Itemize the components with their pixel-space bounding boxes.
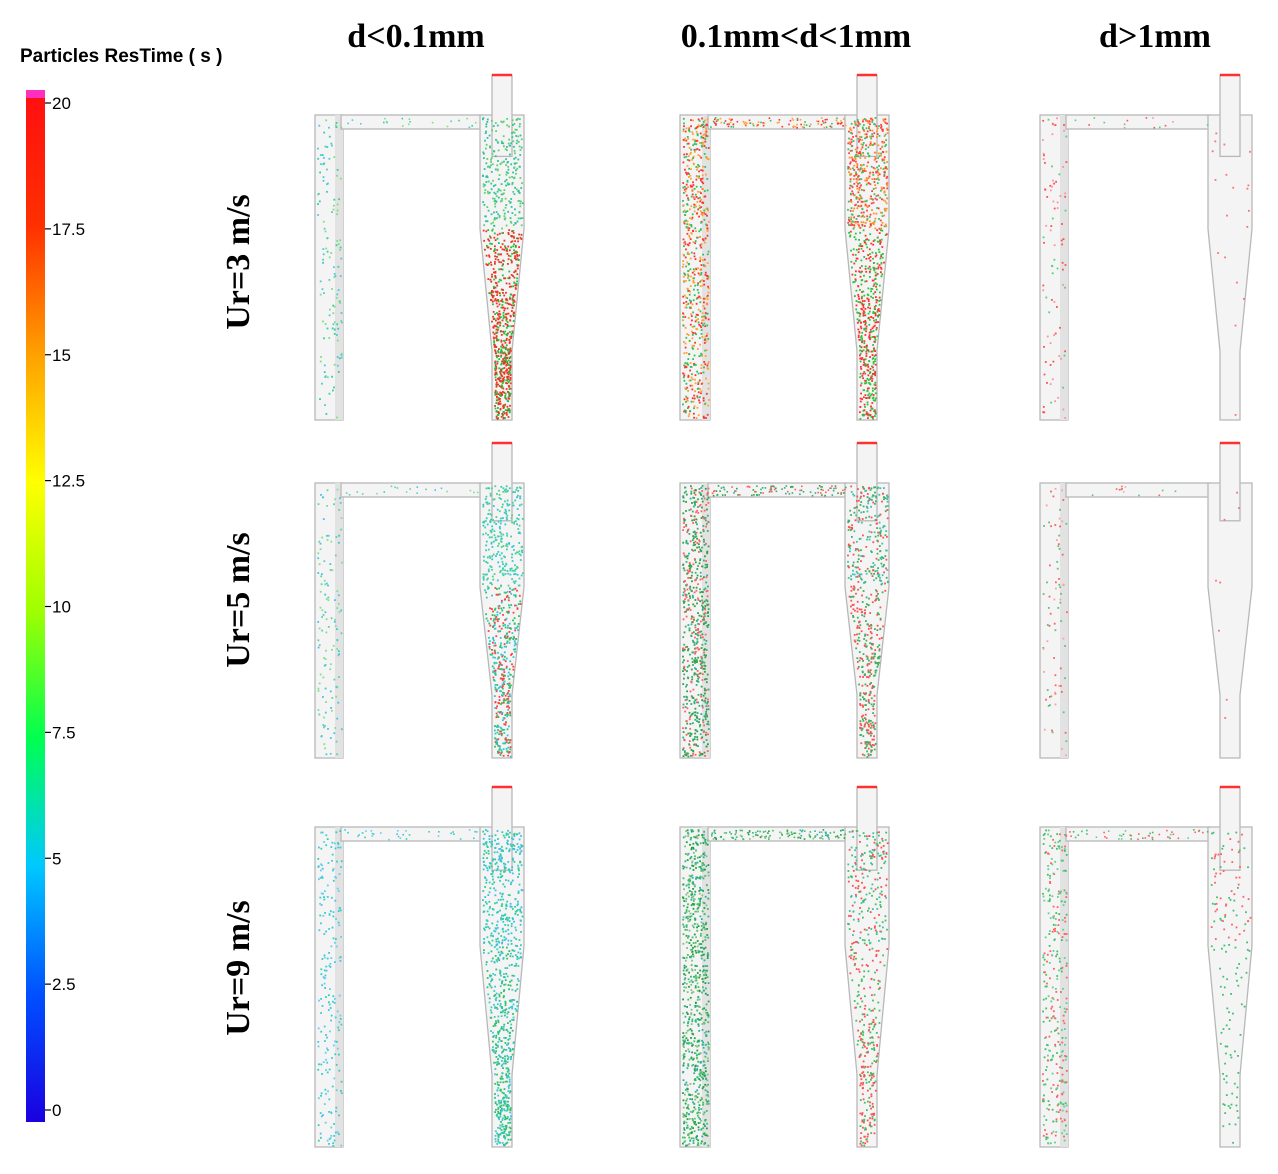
simulation-panel <box>1039 73 1253 421</box>
colorbar-tick-label: 2.5 <box>52 975 76 994</box>
particle-cloud <box>682 829 889 1147</box>
riser-shade <box>1060 115 1068 420</box>
simulation-panel <box>314 73 525 421</box>
colorbar-title: Particles ResTime ( s ) <box>20 46 222 67</box>
riser-shade <box>1060 827 1068 1147</box>
riser-shade <box>702 483 710 758</box>
colorbar-tick-label: 5 <box>52 849 61 868</box>
column-header-coarse: d>1mm <box>1099 18 1211 55</box>
simulation-panel <box>314 441 525 759</box>
vortex-finder <box>856 442 878 522</box>
row-header-ur5: Ur=5 m/s <box>220 532 257 668</box>
crossover-duct <box>340 114 483 130</box>
particle-cloud <box>1042 829 1252 1145</box>
colorbar-tick-label: 20 <box>52 94 71 113</box>
vortex-finder <box>1219 442 1241 522</box>
colorbar-bar <box>26 98 45 1122</box>
particle-cloud <box>317 485 524 758</box>
cyclone-body <box>1207 114 1253 421</box>
row-header-ur3: Ur=3 m/s <box>220 194 257 330</box>
simulation-panel <box>314 785 525 1148</box>
column-header-medium: 0.1mm<d<1mm <box>681 18 911 55</box>
simulation-panel <box>679 785 890 1148</box>
row-header-ur9: Ur=9 m/s <box>220 900 257 1036</box>
panel-grid <box>314 73 1253 1148</box>
colorbar-tick-label: 15 <box>52 346 71 365</box>
simulation-panel <box>679 73 890 421</box>
colorbar-top-cap <box>26 90 45 98</box>
colorbar-tick-label: 0 <box>52 1101 61 1120</box>
particle-cloud <box>1042 117 1251 419</box>
colorbar: Particles ResTime ( s ) 20 17.5 15 12.5 10 7.… <box>20 46 222 1122</box>
riser-shade <box>335 827 343 1147</box>
crossover-duct <box>707 482 848 498</box>
colorbar-tick-label: 17.5 <box>52 220 85 239</box>
particle-cloud <box>1042 485 1240 757</box>
simulation-panel <box>1039 785 1253 1148</box>
riser-shade <box>702 115 710 420</box>
crossover-duct <box>1065 482 1211 498</box>
riser-shade <box>1060 483 1068 758</box>
vortex-finder <box>1219 786 1241 871</box>
colorbar-tick-label: 7.5 <box>52 723 76 742</box>
cyclone-body <box>844 826 890 1148</box>
crossover-duct <box>340 482 483 498</box>
cyclone-body <box>1207 482 1253 759</box>
vortex-finder <box>491 442 513 522</box>
cyclone-body <box>479 482 525 759</box>
simulation-panel <box>679 441 890 759</box>
simulation-panel <box>1039 441 1253 759</box>
particle-cloud <box>317 829 524 1147</box>
particle-cloud <box>682 485 889 758</box>
riser-shade <box>335 483 343 758</box>
crossover-duct <box>1065 114 1211 130</box>
colorbar-tick-label: 10 <box>52 598 71 617</box>
riser-shade <box>702 827 710 1147</box>
cyclone-body <box>479 114 525 421</box>
cyclone-body <box>844 114 890 421</box>
colorbar-ticks: 20 17.5 15 12.5 10 7.5 5 2.5 0 <box>45 94 85 1120</box>
particle-cloud <box>317 117 524 420</box>
cyclone-body <box>1207 826 1253 1148</box>
particle-cloud <box>682 117 889 420</box>
colorbar-tick-label: 12.5 <box>52 472 85 491</box>
vortex-finder <box>1219 74 1241 158</box>
column-header-fine: d<0.1mm <box>347 18 484 55</box>
cyclone-body <box>844 482 890 759</box>
